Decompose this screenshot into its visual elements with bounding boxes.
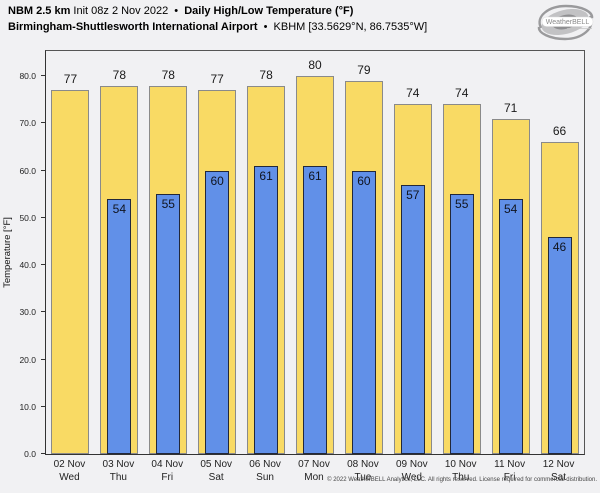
x-tick-date: 04 Nov: [151, 459, 184, 470]
y-tick-label: 30.0: [19, 307, 36, 318]
station-code: KBHM [33.5629°N, 86.7535°W]: [273, 21, 428, 33]
high-value-label: 78: [259, 67, 273, 82]
y-tick-label: 40.0: [19, 260, 36, 271]
low-value-label: 54: [503, 201, 518, 216]
y-tick-mark: [41, 264, 45, 266]
x-tick-date: 03 Nov: [102, 459, 135, 470]
low-value-label: 60: [357, 173, 371, 188]
x-tick-date: 05 Nov: [200, 459, 233, 470]
y-tick-mark: [41, 358, 45, 360]
x-tick-day: Sat: [208, 472, 224, 483]
x-tick-date: 10 Nov: [444, 459, 477, 470]
high-bar: [51, 90, 90, 454]
low-bar: 57: [400, 184, 425, 454]
low-bar: 54: [498, 198, 523, 454]
x-tick-label: 08 Nov Tue: [337, 458, 389, 484]
logo-text: WeatherBELL: [546, 19, 590, 26]
low-value-label: 61: [259, 168, 273, 183]
x-tick-day: Fri: [503, 472, 516, 483]
station-name: Birmingham-Shuttlesworth International A…: [8, 21, 258, 33]
y-tick-mark: [41, 405, 45, 407]
y-tick-mark: [41, 75, 45, 77]
y-tick-label: 80.0: [19, 71, 36, 82]
x-tick-day: Tue: [354, 472, 372, 483]
low-bar: 60: [205, 170, 230, 454]
x-tick-day: Sat: [551, 472, 567, 483]
high-value-label: 74: [455, 86, 469, 101]
low-bar: 61: [254, 165, 279, 454]
chart-title: NBM 2.5 km Init 08z 2 Nov 2022 • Daily H…: [8, 5, 353, 17]
x-tick-label: 11 Nov Fri: [484, 458, 536, 484]
low-value-label: 55: [161, 197, 175, 212]
high-value-label: 74: [406, 86, 420, 101]
high-value-label: 78: [112, 67, 127, 82]
y-tick-label: 60.0: [19, 165, 36, 176]
x-tick-date: 11 Nov: [494, 459, 526, 470]
x-tick-day: Thu: [452, 472, 470, 483]
y-tick-label: 50.0: [19, 212, 36, 223]
low-bar: 55: [449, 194, 474, 454]
x-tick-day: Mon: [304, 472, 324, 483]
y-tick-mark: [41, 311, 45, 313]
y-tick-label: 10.0: [19, 401, 36, 412]
x-tick-day: Wed: [59, 472, 80, 483]
x-tick-label: 05 Nov Sat: [190, 458, 242, 484]
x-tick-day: Wed: [401, 472, 422, 483]
x-tick-date: 06 Nov: [249, 459, 281, 470]
y-tick-label: 20.0: [19, 354, 36, 365]
y-tick-mark: [41, 453, 45, 454]
low-bar: 54: [107, 198, 132, 454]
x-tick-label: 02 Nov Wed: [43, 458, 95, 484]
title-model: NBM 2.5 km: [8, 5, 71, 17]
high-value-label: 77: [210, 72, 224, 87]
x-tick-date: 09 Nov: [395, 459, 428, 470]
low-value-label: 60: [210, 173, 224, 188]
low-bar: 55: [156, 194, 181, 454]
x-tick-label: 03 Nov Thu: [92, 458, 144, 484]
x-tick-label: 09 Nov Wed: [386, 458, 438, 484]
title-separator: •: [174, 5, 179, 17]
x-tick-label: 06 Nov Sun: [239, 458, 291, 484]
high-value-label: 79: [357, 62, 371, 77]
y-tick-label: 0.0: [24, 449, 36, 459]
low-value-label: 61: [308, 168, 322, 183]
title-product: Daily High/Low Temperature (°F): [184, 5, 354, 17]
low-value-label: 55: [455, 197, 469, 212]
low-bar: 61: [303, 165, 327, 454]
x-tick-label: 04 Nov Fri: [141, 458, 193, 484]
y-axis: 0.0 10.0 20.0 30.0 40.0 50.0 60.0 70.0 80.0: [0, 50, 45, 459]
high-value-label: 77: [63, 72, 78, 87]
x-axis: 02 Nov Wed 03 Nov Thu 04 Nov Fri 05 Nov Sat 06 N…: [45, 458, 585, 486]
station-separator: •: [263, 21, 268, 33]
plot-area: 77 78 54 78 55 77 60 78 61 80 61 79 60 74 57 74 55 71 54 66…: [45, 50, 585, 455]
chart-subtitle: Birmingham-Shuttlesworth International A…: [8, 21, 427, 33]
weatherbell-logo: WeatherBELL: [537, 4, 594, 41]
low-value-label: 54: [112, 201, 127, 216]
x-tick-label: 12 Nov Sat: [533, 458, 585, 484]
title-init: Init 08z 2 Nov 2022: [73, 5, 169, 17]
y-tick-mark: [41, 216, 45, 218]
x-tick-date: 02 Nov: [53, 459, 86, 470]
y-tick-mark: [41, 169, 45, 171]
x-tick-date: 07 Nov: [298, 459, 330, 470]
high-value-label: 80: [308, 58, 322, 73]
x-tick-label: 10 Nov Thu: [435, 458, 487, 484]
x-tick-label: 07 Nov Mon: [288, 458, 340, 484]
copyright-notice: © 2022 WeatherBELL Analytics, LLC. All r…: [327, 477, 597, 483]
y-tick-mark: [41, 122, 45, 124]
x-tick-day: Thu: [109, 472, 127, 483]
low-bar: 60: [351, 170, 376, 454]
low-bar: 46: [547, 236, 572, 454]
x-tick-day: Fri: [161, 472, 174, 483]
low-value-label: 57: [406, 187, 420, 202]
x-tick-date: 08 Nov: [347, 459, 379, 470]
high-value-label: 71: [503, 100, 518, 115]
low-value-label: 46: [552, 239, 567, 254]
high-value-label: 78: [161, 67, 175, 82]
high-value-label: 66: [552, 124, 567, 139]
x-tick-date: 12 Nov: [542, 459, 575, 470]
x-tick-day: Sun: [256, 472, 274, 483]
y-tick-label: 70.0: [19, 118, 36, 129]
